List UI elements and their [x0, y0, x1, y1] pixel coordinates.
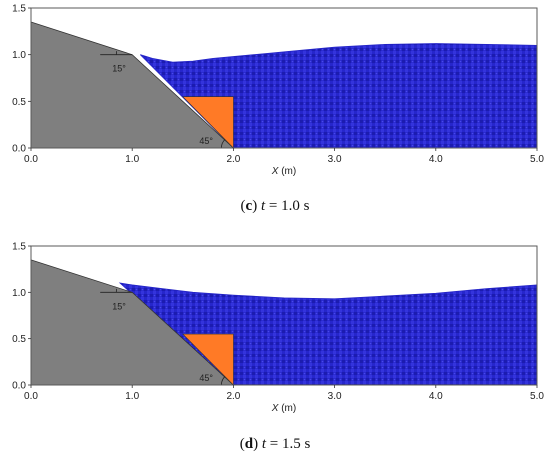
caption-c-text: = 1.0 s: [265, 198, 310, 214]
panel-c-xaxis-label: X (m): [271, 166, 296, 177]
panel-d-ytick-label: 1.5: [12, 242, 26, 253]
panel-c-plot: 15° 45° 0.0 1.0 2.0 3.0 4.0 5.0 0.0 0.5 1.0 1.5 X (m…: [12, 4, 544, 178]
panel-d-xaxis-variable: X: [271, 403, 279, 414]
panel-d-xaxis-unit: (m): [278, 403, 296, 414]
panel-d-xtick-label: 3.0: [328, 391, 342, 402]
panel-c-xtick-label: 0.0: [24, 154, 38, 165]
caption-d-variable: t: [261, 436, 266, 452]
panel-d-ytick-label: 0.5: [12, 334, 26, 345]
caption-d-text: = 1.5 s: [265, 436, 311, 452]
panel-c-xtick-label: 1.0: [125, 154, 139, 165]
panel-c-ytick-label: 1.0: [12, 50, 26, 61]
caption-c-letter: c: [245, 198, 253, 214]
panel-c-ytick-label: 0.5: [12, 97, 26, 108]
panel-d-ytick-label: 1.0: [12, 288, 26, 299]
panel-c-ytick-label: 0.0: [12, 144, 26, 155]
panel-d-xtick-label: 4.0: [429, 391, 443, 402]
panel-c-xtick-label: 3.0: [328, 154, 342, 165]
panel-d-angle-45-label: 45°: [199, 373, 213, 383]
panel-c-xtick-label: 5.0: [530, 154, 544, 165]
panel-d-xtick-label: 1.0: [125, 391, 139, 402]
caption-c-variable: t: [260, 198, 266, 214]
panel-d-xtick-label: 0.0: [24, 391, 38, 402]
panel-d-plot: 15° 45° 0.0 1.0 2.0 3.0 4.0 5.0 0.0 0.5 1.0 1.5 X (m…: [12, 242, 544, 415]
panel-c-angle-15-label: 15°: [112, 64, 126, 74]
panel-c-xaxis-variable: X: [271, 166, 279, 177]
panel-c-angle-45-label: 45°: [199, 136, 213, 146]
panel-d-angle-15-label: 15°: [112, 301, 126, 311]
panel-c-xtick-label: 4.0: [429, 154, 443, 165]
panel-c-ytick-label: 1.5: [12, 4, 26, 15]
panel-d-frame: [30, 245, 538, 386]
panel-c-frame: [30, 7, 538, 149]
panel-d-xtick-label: 2.0: [226, 391, 240, 402]
panel-d-xtick-label: 5.0: [530, 391, 544, 402]
panel-c-sliding-block: [182, 96, 234, 149]
caption-d-letter: d: [244, 436, 254, 452]
panel-d-ytick-label: 0.0: [12, 381, 26, 392]
panel-d-sliding-block: [182, 333, 234, 386]
panel-c-xaxis-unit: (m): [278, 166, 296, 177]
caption-c: (c) t = 1.0 s: [240, 198, 310, 214]
caption-d: (d) t = 1.5 s: [239, 436, 311, 452]
panel-d-xaxis-label: X (m): [271, 403, 296, 414]
panel-c-xtick-label: 2.0: [226, 154, 240, 165]
